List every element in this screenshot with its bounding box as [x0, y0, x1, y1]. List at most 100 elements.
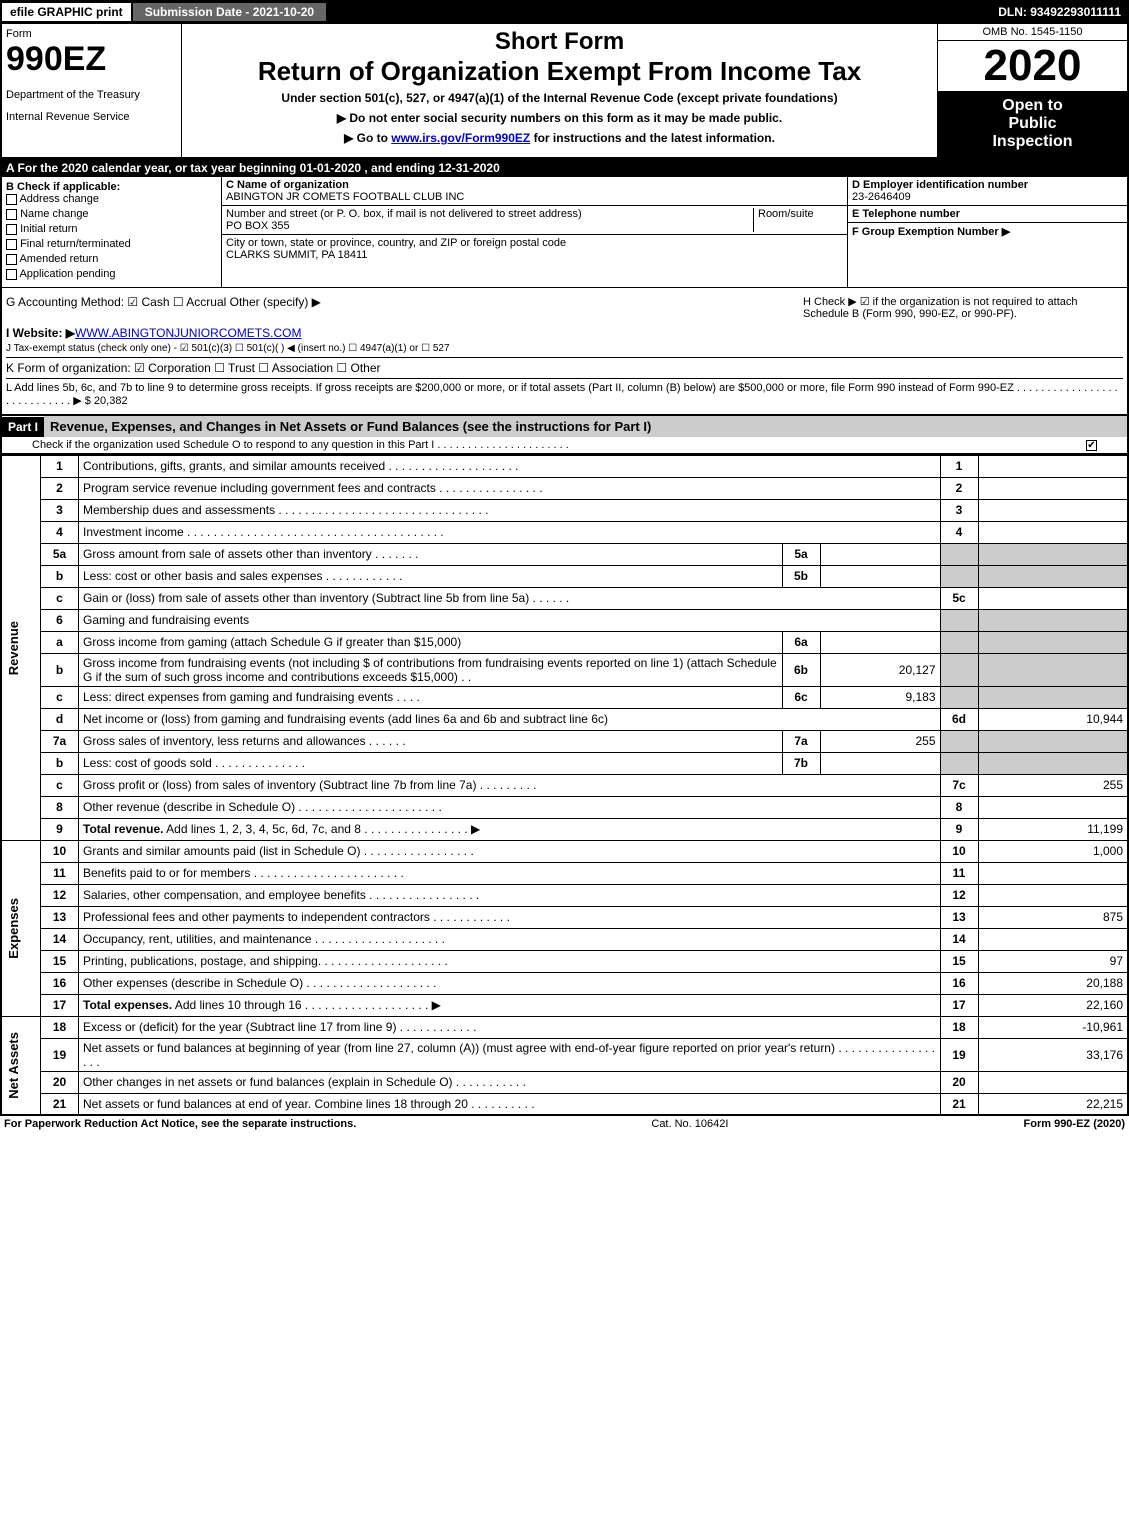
- line-description: Other expenses (describe in Schedule O) …: [79, 972, 941, 994]
- sub-line-number: 7a: [782, 730, 820, 752]
- line-number: 9: [41, 818, 79, 840]
- result-line-number: 17: [940, 994, 978, 1016]
- return-title: Return of Organization Exempt From Incom…: [186, 56, 933, 87]
- line-description: Other changes in net assets or fund bala…: [79, 1071, 941, 1093]
- line-number: c: [41, 774, 79, 796]
- grey-cell: [978, 609, 1128, 631]
- grey-cell: [940, 543, 978, 565]
- street-row: Number and street (or P. O. box, if mail…: [222, 206, 847, 235]
- form-number: 990EZ: [6, 40, 177, 79]
- chk-initial-return[interactable]: Initial return: [6, 223, 217, 235]
- col-b-title: B Check if applicable:: [6, 181, 217, 193]
- grey-cell: [940, 752, 978, 774]
- footer-left: For Paperwork Reduction Act Notice, see …: [4, 1118, 356, 1130]
- table-row: 17Total expenses. Add lines 10 through 1…: [1, 994, 1128, 1016]
- dept-irs: Internal Revenue Service: [6, 111, 177, 123]
- section-a-period: A For the 2020 calendar year, or tax yea…: [0, 159, 1129, 177]
- instr-pre: ▶ Go to: [344, 131, 391, 145]
- schedule-o-checkbox[interactable]: [1086, 439, 1097, 451]
- line-description: Net assets or fund balances at beginning…: [79, 1038, 941, 1071]
- dln-label: DLN: 93492293011111: [990, 3, 1129, 21]
- financial-table: Revenue1Contributions, gifts, grants, an…: [0, 454, 1129, 1116]
- table-row: cGross profit or (loss) from sales of in…: [1, 774, 1128, 796]
- grey-cell: [940, 686, 978, 708]
- line-description: Gross income from fundraising events (no…: [79, 653, 783, 686]
- f-label: F Group Exemption Number ▶: [852, 226, 1010, 238]
- city-row: City or town, state or province, country…: [222, 235, 847, 263]
- submission-date-label: Submission Date - 2021-10-20: [133, 3, 326, 21]
- part-1-subtitle: Check if the organization used Schedule …: [0, 437, 1129, 454]
- result-line-number: 6d: [940, 708, 978, 730]
- line-description: Net income or (loss) from gaming and fun…: [79, 708, 941, 730]
- grey-cell: [940, 631, 978, 653]
- irs-link[interactable]: www.irs.gov/Form990EZ: [391, 131, 530, 145]
- line-number: 16: [41, 972, 79, 994]
- insp-line3: Inspection: [944, 133, 1121, 151]
- chk-address-change[interactable]: Address change: [6, 193, 217, 205]
- result-value: [978, 1071, 1128, 1093]
- header-left: Form 990EZ Department of the Treasury In…: [2, 24, 182, 157]
- inspection-box: Open to Public Inspection: [938, 91, 1127, 157]
- result-value: 97: [978, 950, 1128, 972]
- line-number: 7a: [41, 730, 79, 752]
- result-value: [978, 499, 1128, 521]
- line-j: J Tax-exempt status (check only one) - ☑…: [6, 343, 1123, 354]
- line-description: Less: cost of goods sold . . . . . . . .…: [79, 752, 783, 774]
- result-value: [978, 455, 1128, 477]
- grey-cell: [940, 653, 978, 686]
- result-line-number: 18: [940, 1016, 978, 1038]
- city-label: City or town, state or province, country…: [226, 237, 566, 249]
- result-value: [978, 928, 1128, 950]
- table-row: aGross income from gaming (attach Schedu…: [1, 631, 1128, 653]
- sub-line-value: [820, 543, 940, 565]
- i-prefix: I Website: ▶: [6, 326, 75, 340]
- efile-print-button[interactable]: efile GRAPHIC print: [0, 1, 133, 23]
- table-row: bLess: cost of goods sold . . . . . . . …: [1, 752, 1128, 774]
- grey-cell: [978, 543, 1128, 565]
- result-line-number: 3: [940, 499, 978, 521]
- sub-line-number: 6a: [782, 631, 820, 653]
- table-row: 12Salaries, other compensation, and empl…: [1, 884, 1128, 906]
- website-link[interactable]: WWW.ABINGTONJUNIORCOMETS.COM: [75, 326, 301, 340]
- table-row: cLess: direct expenses from gaming and f…: [1, 686, 1128, 708]
- line-number: 4: [41, 521, 79, 543]
- chk-application-pending[interactable]: Application pending: [6, 268, 217, 280]
- table-row: dNet income or (loss) from gaming and fu…: [1, 708, 1128, 730]
- line-description: Less: direct expenses from gaming and fu…: [79, 686, 783, 708]
- line-description: Less: cost or other basis and sales expe…: [79, 565, 783, 587]
- grey-cell: [940, 609, 978, 631]
- page-footer: For Paperwork Reduction Act Notice, see …: [0, 1116, 1129, 1132]
- line-description: Professional fees and other payments to …: [79, 906, 941, 928]
- table-row: Expenses10Grants and similar amounts pai…: [1, 840, 1128, 862]
- result-line-number: 19: [940, 1038, 978, 1071]
- insp-line2: Public: [944, 115, 1121, 133]
- result-value: 10,944: [978, 708, 1128, 730]
- ein-row: D Employer identification number 23-2646…: [848, 177, 1127, 206]
- table-row: 16Other expenses (describe in Schedule O…: [1, 972, 1128, 994]
- chk-name-change[interactable]: Name change: [6, 208, 217, 220]
- result-value: [978, 884, 1128, 906]
- line-description: Occupancy, rent, utilities, and maintena…: [79, 928, 941, 950]
- result-value: [978, 587, 1128, 609]
- group-exemption-row: F Group Exemption Number ▶: [848, 223, 1127, 240]
- result-line-number: 16: [940, 972, 978, 994]
- line-number: 19: [41, 1038, 79, 1071]
- section-label-revenue: Revenue: [1, 455, 41, 840]
- line-description: Other revenue (describe in Schedule O) .…: [79, 796, 941, 818]
- chk-amended-return[interactable]: Amended return: [6, 253, 217, 265]
- line-description: Gross amount from sale of assets other t…: [79, 543, 783, 565]
- c-label: C Name of organization: [226, 179, 349, 191]
- instr-ssn: ▶ Do not enter social security numbers o…: [186, 111, 933, 125]
- part-1-title: Revenue, Expenses, and Changes in Net As…: [44, 416, 1127, 437]
- line-description: Gross profit or (loss) from sales of inv…: [79, 774, 941, 796]
- section-g-through-l: G Accounting Method: ☑ Cash ☐ Accrual Ot…: [0, 287, 1129, 416]
- line-number: 13: [41, 906, 79, 928]
- line-number: 21: [41, 1093, 79, 1115]
- result-value: [978, 477, 1128, 499]
- line-description: Excess or (deficit) for the year (Subtra…: [79, 1016, 941, 1038]
- form-header: Form 990EZ Department of the Treasury In…: [0, 24, 1129, 159]
- chk-final-return[interactable]: Final return/terminated: [6, 238, 217, 250]
- result-line-number: 7c: [940, 774, 978, 796]
- top-bar: efile GRAPHIC print Submission Date - 20…: [0, 0, 1129, 24]
- result-line-number: 13: [940, 906, 978, 928]
